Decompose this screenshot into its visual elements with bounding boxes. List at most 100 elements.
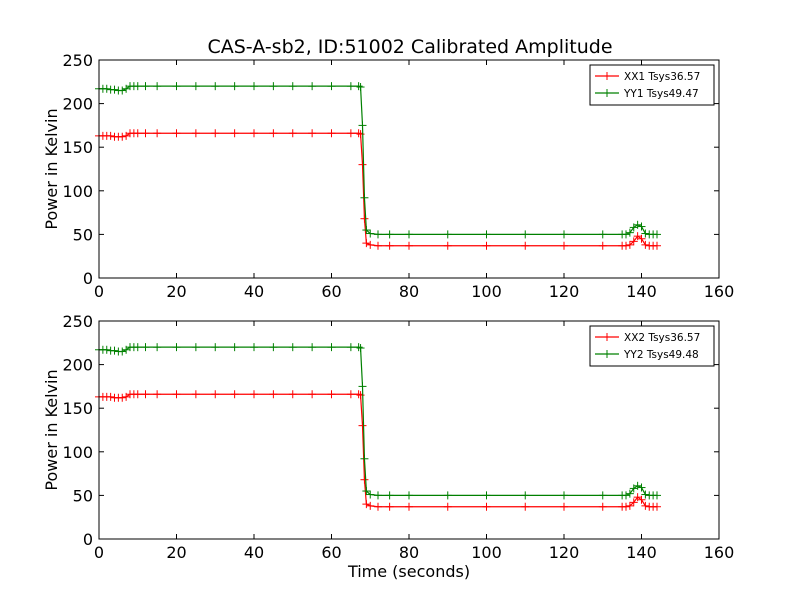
- y-tick-label: 150: [62, 399, 93, 418]
- data-point: [141, 129, 150, 138]
- data-point: [211, 390, 220, 399]
- data-point: [360, 454, 369, 463]
- data-point: [360, 475, 369, 484]
- data-point: [133, 390, 142, 399]
- data-point: [308, 390, 317, 399]
- data-point: [637, 222, 646, 231]
- data-point: [653, 491, 661, 500]
- legend-entry: XX1 Tsys36.57: [595, 71, 700, 83]
- data-point: [172, 129, 181, 138]
- data-point: [653, 502, 661, 511]
- y-tick-label: 50: [73, 225, 93, 244]
- legend-entry: YY1 Tsys49.47: [595, 88, 699, 100]
- series-2: [95, 82, 661, 239]
- legend-label: XX1 Tsys36.57: [624, 71, 700, 83]
- data-point: [362, 226, 371, 235]
- legend-entry: XX2 Tsys36.57: [595, 332, 700, 344]
- data-point: [153, 390, 162, 399]
- data-point: [102, 345, 111, 354]
- data-point: [358, 382, 367, 391]
- x-axis-label: Time (seconds): [347, 562, 470, 581]
- legend-box: [589, 64, 715, 106]
- legend: XX1 Tsys36.57 YY1 Tsys49.47: [589, 64, 715, 106]
- data-point: [133, 129, 142, 138]
- data-point: [482, 502, 491, 511]
- data-point: [172, 343, 181, 352]
- data-point: [443, 230, 452, 239]
- data-point: [385, 230, 394, 239]
- data-point: [633, 481, 642, 490]
- x-tick-label: 120: [549, 543, 580, 562]
- data-point: [269, 343, 278, 352]
- data-point: [625, 228, 634, 237]
- data-point: [133, 82, 142, 91]
- data-point: [269, 129, 278, 138]
- data-point: [560, 491, 568, 500]
- data-point: [118, 132, 127, 141]
- series-1: [95, 390, 661, 511]
- data-point: [560, 502, 568, 511]
- y-tick-label: 250: [62, 51, 93, 70]
- y-tick-label: 250: [62, 312, 93, 331]
- legend-label: YY1 Tsys49.47: [623, 88, 699, 100]
- data-point: [641, 240, 650, 249]
- x-tick-label: 40: [244, 282, 264, 301]
- data-point: [641, 501, 650, 510]
- data-point: [598, 502, 607, 511]
- x-tick-label: 80: [399, 282, 419, 301]
- data-point: [482, 230, 491, 239]
- data-point: [362, 500, 371, 509]
- data-point: [622, 230, 630, 239]
- data-point: [598, 230, 607, 239]
- data-point: [560, 241, 568, 250]
- data-point: [358, 121, 367, 130]
- data-point: [327, 343, 336, 352]
- legend-label: YY2 Tsys49.48: [623, 349, 699, 361]
- data-point: [346, 129, 355, 138]
- data-point: [269, 390, 278, 399]
- data-point: [327, 390, 336, 399]
- data-point: [625, 489, 634, 498]
- x-tick-label: 100: [471, 282, 502, 301]
- data-point: [133, 343, 142, 352]
- data-point: [191, 82, 200, 91]
- data-point: [354, 129, 363, 138]
- data-point: [366, 240, 375, 249]
- data-point: [622, 502, 630, 511]
- data-point: [622, 241, 630, 250]
- data-point: [191, 343, 200, 352]
- data-point: [374, 491, 382, 500]
- data-point: [358, 160, 367, 169]
- data-point: [405, 241, 413, 250]
- x-tick-label: 20: [166, 282, 186, 301]
- data-point: [362, 487, 371, 496]
- data-point: [288, 82, 297, 91]
- y-tick-label: 200: [62, 356, 93, 375]
- data-point: [141, 82, 150, 91]
- data-point: [191, 390, 200, 399]
- data-point: [269, 82, 278, 91]
- data-point: [346, 343, 355, 352]
- data-point: [598, 241, 607, 250]
- data-point: [633, 220, 642, 229]
- data-point: [141, 390, 150, 399]
- data-point: [354, 390, 363, 399]
- data-point: [405, 502, 413, 511]
- data-point: [250, 390, 258, 399]
- data-point: [358, 421, 367, 430]
- data-point: [521, 491, 530, 500]
- data-point: [443, 491, 452, 500]
- data-point: [354, 343, 363, 352]
- data-point: [362, 239, 371, 248]
- x-tick-label: 100: [471, 543, 502, 562]
- chart-title: CAS-A-sb2, ID:51002 Calibrated Amplitude: [207, 36, 612, 58]
- y-axis-label: Power in Kelvin: [42, 108, 61, 229]
- data-point: [637, 495, 646, 504]
- y-tick-label: 200: [62, 95, 93, 114]
- data-point: [230, 129, 239, 138]
- data-point: [153, 343, 162, 352]
- data-point: [102, 84, 111, 93]
- x-tick-label: 160: [704, 543, 735, 562]
- data-point: [374, 502, 382, 511]
- data-point: [405, 491, 413, 500]
